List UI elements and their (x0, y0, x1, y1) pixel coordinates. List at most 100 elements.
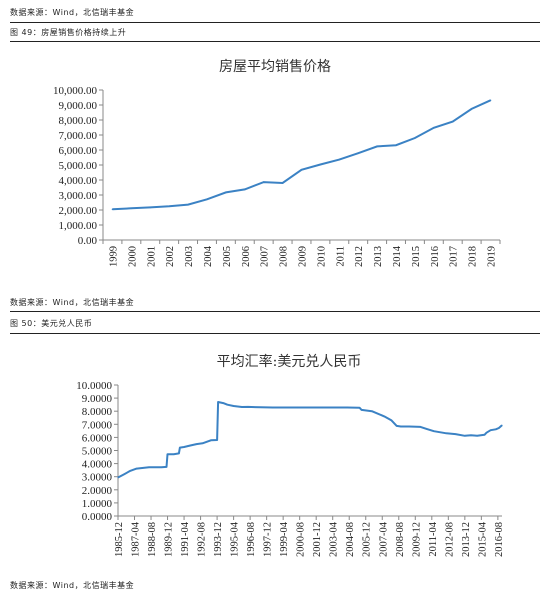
x-tick-label: 2007-04 (378, 521, 389, 557)
house-price-chart: 房屋平均销售价格 0.00 1,000.00 2,000.00 3,000.00 4,0… (53, 59, 501, 267)
x-tick-label: 2010 (316, 246, 327, 267)
divider-top (10, 22, 540, 23)
data-point (195, 443, 198, 445)
x-tick-label: 1987-04 (131, 521, 142, 557)
data-point (470, 108, 473, 110)
data-point (136, 468, 138, 470)
y-tick-label: 1,000.00 (59, 220, 98, 232)
data-point (187, 203, 189, 206)
house-price-series-line (112, 99, 491, 211)
x-tick-label: 1992-08 (197, 522, 208, 557)
data-point (321, 406, 323, 409)
data-point (300, 169, 303, 171)
data-point (281, 182, 284, 184)
data-point (433, 127, 435, 129)
x-tick-label: 2008 (279, 246, 290, 267)
x-tick-label: 2016 (430, 246, 441, 267)
data-point (319, 163, 322, 166)
data-point (222, 402, 224, 404)
y-tick-label: 10,000.00 (53, 85, 98, 97)
figure-50-caption: 图 50：美元兑人民币 (10, 319, 93, 328)
x-tick-label: 1999 (108, 246, 119, 267)
data-point (476, 435, 478, 437)
usd-cny-chart: 平均汇率:美元兑人民币 0.00001.00002.00003.00004.00… (76, 353, 505, 557)
data-point (451, 120, 454, 123)
y-tick-label: 6.0000 (82, 432, 113, 444)
data-point (130, 207, 133, 210)
data-point (419, 426, 422, 428)
data-point (168, 205, 170, 208)
x-tick-label: 1985-12 (114, 522, 125, 557)
y-tick-label: 2.0000 (82, 485, 113, 497)
figure-49-caption: 图 49：房屋销售价格持续上升 (10, 28, 127, 37)
x-tick-label: 2004 (203, 245, 214, 267)
data-point (338, 158, 341, 161)
x-tick-label: 1988-08 (147, 522, 158, 557)
x-tick-label: 2016-08 (494, 522, 505, 557)
x-tick-label: 2011-04 (428, 521, 439, 556)
data-point (244, 188, 246, 191)
data-point (470, 434, 472, 436)
source-note-middle: 数据来源：Wind，北信瑞丰基金 (10, 298, 135, 307)
y-tick-label: 8,000.00 (59, 115, 98, 127)
data-point (371, 410, 373, 412)
x-tick-label: 2018 (468, 246, 479, 267)
x-tick-label: 2013-12 (461, 522, 472, 557)
data-point (247, 406, 249, 408)
x-tick-label: 2008-08 (395, 522, 406, 557)
house-price-chart-title: 房屋平均销售价格 (219, 59, 331, 75)
divider-middle (10, 311, 540, 312)
y-tick-label: 9.0000 (82, 393, 113, 405)
x-tick-label: 2001-12 (312, 522, 323, 557)
data-point (396, 425, 398, 427)
x-tick-label: 1997-12 (263, 522, 274, 557)
data-point (383, 415, 385, 417)
data-point (226, 404, 228, 406)
x-tick-label: 2013 (373, 246, 384, 267)
x-tick-label: 2002 (165, 246, 176, 267)
data-point (483, 434, 486, 436)
x-tick-label: 2015-04 (477, 521, 488, 557)
data-point (272, 406, 274, 409)
divider-fig49 (10, 41, 540, 42)
usd-cny-chart-title: 平均汇率:美元兑人民币 (217, 353, 362, 370)
data-point (178, 452, 180, 454)
x-tick-label: 2009-12 (411, 522, 422, 557)
data-point (361, 409, 363, 411)
data-point (357, 152, 360, 154)
data-point (117, 476, 119, 479)
y-tick-label: 10.0000 (76, 380, 112, 392)
data-point (485, 432, 488, 434)
x-tick-label: 2000 (127, 246, 138, 267)
data-point (216, 439, 218, 441)
x-tick-label: 1996-08 (246, 522, 257, 557)
x-tick-label: 2003-04 (329, 521, 340, 557)
divider-fig50 (10, 333, 540, 334)
data-point (408, 425, 410, 428)
x-tick-label: 1993-12 (213, 522, 224, 557)
y-tick-label: 5.0000 (82, 446, 113, 458)
data-point (149, 206, 152, 209)
data-point (490, 429, 492, 431)
data-point (495, 428, 497, 430)
y-tick-label: 0.00 (78, 235, 98, 247)
data-point (183, 446, 185, 448)
data-point (173, 453, 175, 455)
data-point (123, 473, 125, 475)
data-point (433, 430, 435, 432)
data-point (489, 99, 492, 102)
data-point (111, 208, 114, 211)
y-tick-label: 7.0000 (82, 419, 113, 431)
x-tick-label: 2012 (354, 246, 365, 267)
source-note-top: 数据来源：Wind，北信瑞丰基金 (10, 8, 135, 17)
data-point (206, 198, 208, 201)
y-tick-label: 6,000.00 (59, 145, 98, 157)
x-tick-label: 2007 (260, 246, 271, 267)
data-point (165, 466, 168, 468)
x-tick-label: 1995-04 (230, 521, 241, 557)
data-point (376, 145, 378, 148)
data-point (346, 406, 348, 409)
x-tick-label: 2011 (335, 246, 346, 267)
x-tick-label: 2017 (449, 246, 460, 267)
data-point (233, 405, 235, 407)
